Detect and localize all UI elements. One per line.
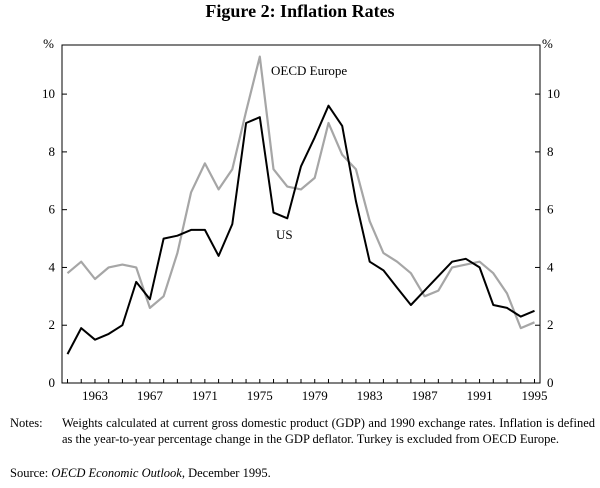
chart-title: Figure 2: Inflation Rates: [205, 1, 395, 21]
y-tick-label-left: 4: [49, 259, 56, 274]
notes-label: Notes:: [10, 416, 43, 430]
series-lines: [66, 55, 535, 355]
y-axis-unit-right: %: [542, 36, 553, 51]
y-tick-label-left: 0: [49, 375, 56, 390]
series-label-us: US: [276, 227, 293, 242]
x-tick-label: 1991: [467, 388, 493, 403]
x-tick-label: 1967: [137, 388, 164, 403]
source-date: , December 1995.: [181, 466, 271, 480]
y-tick-label-right: 2: [547, 317, 554, 332]
x-tick-label: 1963: [82, 388, 108, 403]
series-line-oecd-europe: [66, 55, 535, 330]
y-tick-label-right: 0: [547, 375, 554, 390]
y-tick-label-left: 10: [42, 86, 55, 101]
source: Source: OECD Economic Outlook, December …: [10, 465, 271, 481]
y-axis-unit-left: %: [43, 36, 54, 51]
y-tick-label-right: 10: [547, 86, 560, 101]
notes-text: Weights calculated at current gross dome…: [62, 416, 595, 446]
y-tick-label-left: 8: [49, 144, 56, 159]
y-tick-label-right: 4: [547, 259, 554, 274]
y-tick-label-right: 8: [547, 144, 554, 159]
inflation-chart: % % 0 0 2 2 4 4 6 6 8 8 10 10 1963 1967 1971 1975 1979 19…: [42, 36, 560, 403]
source-label: Source:: [10, 466, 49, 480]
x-tick-label: 1995: [522, 388, 548, 403]
x-tick-label: 1971: [192, 388, 218, 403]
x-tick-label: 1983: [357, 388, 383, 403]
series-label-oecd-europe: OECD Europe: [271, 63, 347, 78]
axis-ticks: 0 0 2 2 4 4 6 6 8 8 10 10 1963 1967 1971 1975 1979 1983 19…: [42, 86, 560, 403]
y-tick-label-right: 6: [547, 202, 554, 217]
notes: Notes: Weights calculated at current gro…: [10, 415, 595, 447]
y-tick-label-left: 6: [49, 202, 56, 217]
x-tick-label: 1975: [247, 388, 273, 403]
series-line-us: [66, 104, 535, 355]
plot-frame: [61, 44, 541, 384]
x-tick-label: 1987: [412, 388, 439, 403]
y-tick-label-left: 2: [49, 317, 56, 332]
x-tick-label: 1979: [302, 388, 328, 403]
source-publication: OECD Economic Outlook: [51, 466, 182, 480]
